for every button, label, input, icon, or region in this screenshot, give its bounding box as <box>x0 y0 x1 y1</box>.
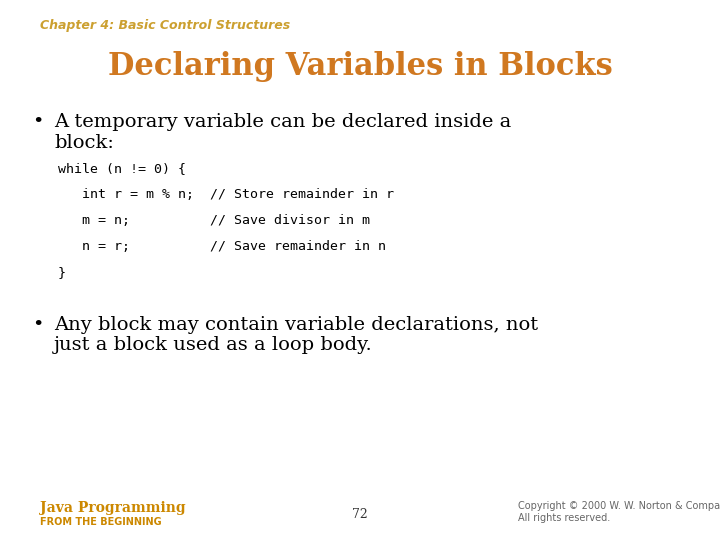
Text: FROM THE BEGINNING: FROM THE BEGINNING <box>40 517 161 528</box>
Text: while (n != 0) {: while (n != 0) { <box>58 162 186 175</box>
Text: Any block may contain variable declarations, not: Any block may contain variable declarati… <box>54 316 538 334</box>
Text: just a block used as a loop body.: just a block used as a loop body. <box>54 336 373 354</box>
Text: n = r;          // Save remainder in n: n = r; // Save remainder in n <box>58 240 386 253</box>
Text: All rights reserved.: All rights reserved. <box>518 513 611 523</box>
Text: int r = m % n;  // Store remainder in r: int r = m % n; // Store remainder in r <box>58 188 394 201</box>
Text: }: } <box>58 266 66 279</box>
Text: •: • <box>32 316 44 334</box>
Text: Chapter 4: Basic Control Structures: Chapter 4: Basic Control Structures <box>40 19 290 32</box>
Text: •: • <box>32 113 44 131</box>
Text: A temporary variable can be declared inside a: A temporary variable can be declared ins… <box>54 113 511 131</box>
Text: block:: block: <box>54 134 114 152</box>
Text: m = n;          // Save divisor in m: m = n; // Save divisor in m <box>58 214 369 227</box>
Text: Java Programming: Java Programming <box>40 501 185 515</box>
Text: 72: 72 <box>352 508 368 521</box>
Text: Copyright © 2000 W. W. Norton & Company.: Copyright © 2000 W. W. Norton & Company. <box>518 501 720 511</box>
Text: Declaring Variables in Blocks: Declaring Variables in Blocks <box>107 51 613 82</box>
